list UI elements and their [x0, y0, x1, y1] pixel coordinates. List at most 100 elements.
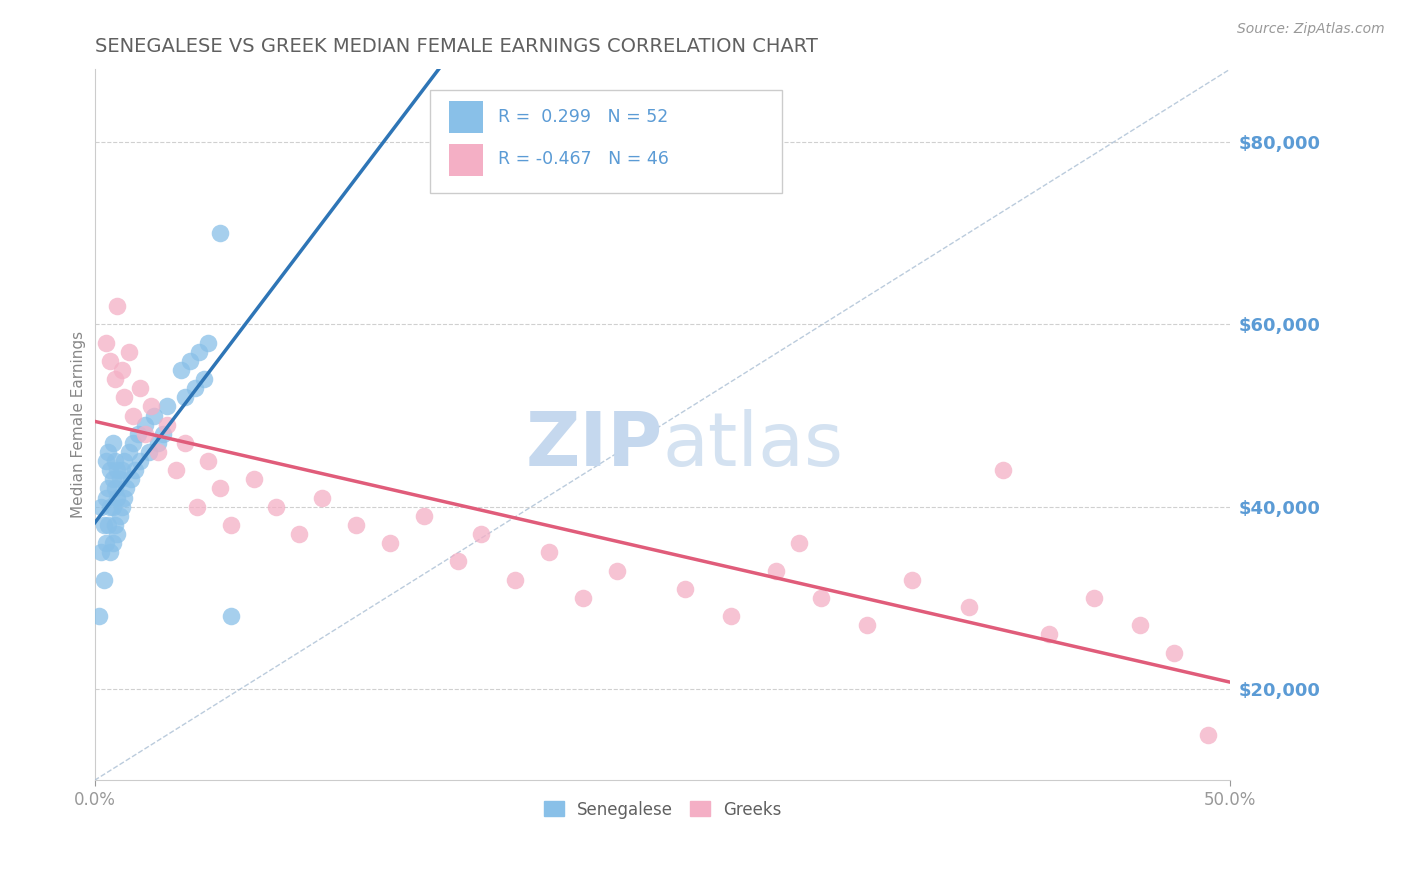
Point	[104, 454, 127, 468]
Point	[193, 372, 215, 386]
Point	[100, 500, 122, 514]
Point	[208, 226, 231, 240]
Point	[197, 454, 219, 468]
Point	[105, 463, 128, 477]
Point	[470, 527, 492, 541]
Point	[111, 363, 134, 377]
Point	[105, 527, 128, 541]
Point	[115, 482, 138, 496]
Point	[111, 463, 134, 477]
Point	[378, 536, 401, 550]
Text: ZIP: ZIP	[526, 409, 662, 483]
Point	[94, 335, 117, 350]
Point	[856, 618, 879, 632]
Point	[104, 518, 127, 533]
Point	[138, 445, 160, 459]
Point	[100, 463, 122, 477]
Point	[503, 573, 526, 587]
Point	[266, 500, 288, 514]
Point	[1038, 627, 1060, 641]
Point	[447, 554, 470, 568]
Point	[101, 435, 124, 450]
Point	[186, 500, 208, 514]
Point	[97, 518, 120, 533]
Point	[720, 609, 742, 624]
Point	[1163, 646, 1185, 660]
Point	[156, 417, 179, 432]
Point	[129, 381, 152, 395]
Point	[93, 518, 115, 533]
Point	[112, 491, 135, 505]
Point	[957, 600, 980, 615]
Point	[90, 545, 112, 559]
Point	[97, 445, 120, 459]
Point	[94, 491, 117, 505]
Point	[537, 545, 560, 559]
Text: R = -0.467   N = 46: R = -0.467 N = 46	[498, 151, 669, 169]
Point	[810, 591, 832, 605]
Point	[197, 335, 219, 350]
Point	[104, 372, 127, 386]
Point	[122, 435, 145, 450]
Point	[165, 463, 187, 477]
Point	[413, 508, 436, 523]
FancyBboxPatch shape	[430, 90, 782, 194]
Legend: Senegalese, Greeks: Senegalese, Greeks	[537, 794, 787, 825]
Point	[97, 482, 120, 496]
Point	[311, 491, 333, 505]
Point	[129, 454, 152, 468]
Point	[606, 564, 628, 578]
Point	[117, 344, 139, 359]
Point	[1128, 618, 1150, 632]
Point	[101, 536, 124, 550]
Text: Source: ZipAtlas.com: Source: ZipAtlas.com	[1237, 22, 1385, 37]
Bar	[449, 101, 484, 133]
Point	[344, 518, 367, 533]
Point	[105, 491, 128, 505]
Point	[127, 426, 149, 441]
Text: R =  0.299   N = 52: R = 0.299 N = 52	[498, 108, 668, 126]
Point	[188, 344, 211, 359]
Point	[111, 500, 134, 514]
Point	[105, 299, 128, 313]
Point	[112, 390, 135, 404]
Point	[1083, 591, 1105, 605]
Point	[288, 527, 311, 541]
Point	[112, 454, 135, 468]
Point	[179, 353, 201, 368]
Point	[93, 573, 115, 587]
Point	[148, 445, 170, 459]
Point	[993, 463, 1015, 477]
Point	[100, 545, 122, 559]
Point	[94, 454, 117, 468]
Point	[134, 417, 156, 432]
Point	[219, 609, 242, 624]
Point	[174, 435, 197, 450]
Point	[117, 445, 139, 459]
Point	[90, 500, 112, 514]
Point	[673, 582, 696, 596]
Point	[219, 518, 242, 533]
Point	[94, 536, 117, 550]
Point	[108, 508, 131, 523]
Point	[242, 472, 264, 486]
Bar	[449, 144, 484, 176]
Point	[100, 353, 122, 368]
Point	[120, 472, 142, 486]
Point	[101, 472, 124, 486]
Point	[174, 390, 197, 404]
Point	[134, 426, 156, 441]
Point	[765, 564, 787, 578]
Point	[124, 463, 146, 477]
Y-axis label: Median Female Earnings: Median Female Earnings	[72, 331, 86, 518]
Point	[901, 573, 924, 587]
Point	[104, 482, 127, 496]
Point	[1197, 728, 1219, 742]
Point	[101, 500, 124, 514]
Point	[87, 609, 110, 624]
Point	[141, 400, 163, 414]
Point	[148, 435, 170, 450]
Point	[108, 472, 131, 486]
Text: atlas: atlas	[662, 409, 844, 483]
Point	[122, 409, 145, 423]
